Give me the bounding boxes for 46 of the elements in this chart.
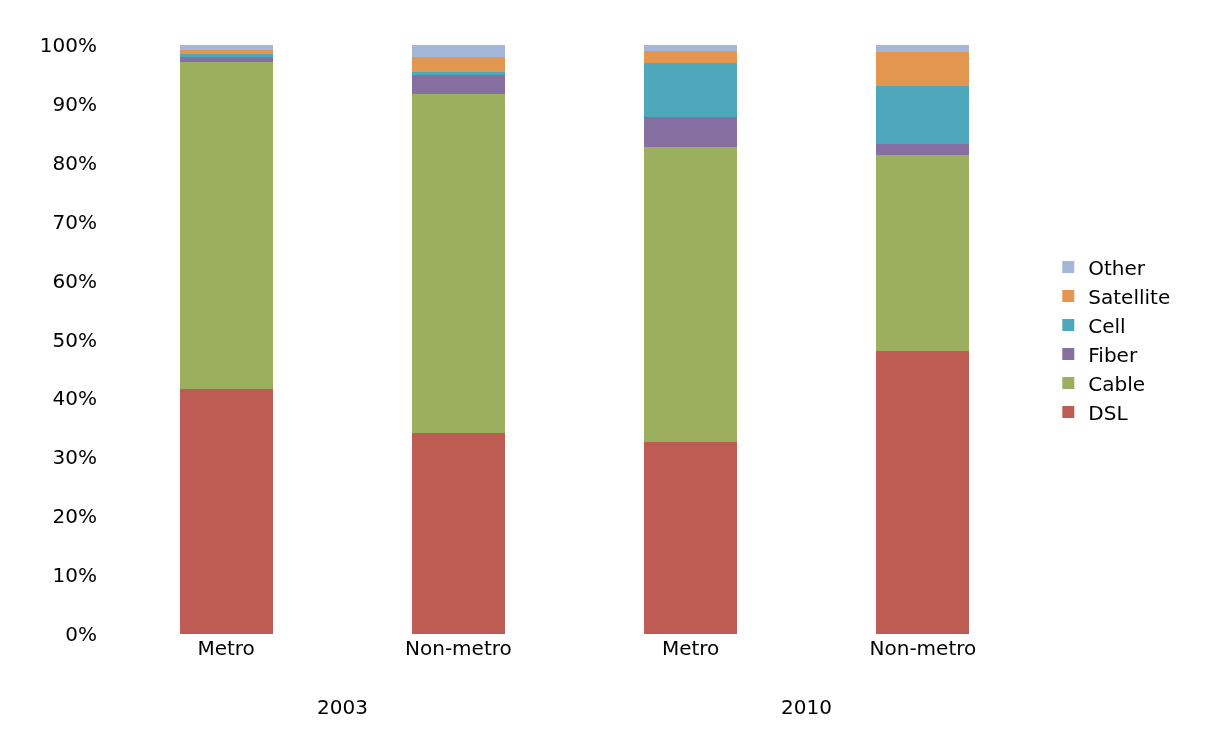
legend-label: DSL — [1088, 400, 1129, 425]
bar — [876, 52, 970, 86]
y-tick-label: 90% — [52, 91, 97, 116]
legend-label: Cable — [1088, 371, 1146, 396]
y-tick-label: 50% — [52, 327, 97, 352]
bar — [179, 45, 273, 50]
bar — [644, 147, 738, 442]
bar — [411, 45, 505, 58]
bar — [876, 85, 970, 144]
bar — [411, 57, 505, 73]
x-tick-label: Metro — [197, 636, 255, 660]
y-tick-label: 20% — [52, 504, 97, 529]
bar — [876, 143, 970, 156]
bar — [179, 388, 273, 634]
legend-label: Other — [1088, 255, 1146, 280]
bar — [179, 62, 273, 389]
y-tick-label: 30% — [52, 445, 97, 470]
bar — [179, 57, 273, 63]
bar — [644, 50, 738, 64]
y-tick-label: 100% — [39, 33, 97, 57]
y-tick-label: 70% — [52, 209, 97, 234]
y-tick-label: 80% — [52, 150, 97, 175]
bar — [644, 441, 738, 634]
legend-label: Fiber — [1088, 342, 1138, 367]
bar — [644, 63, 738, 117]
legend-label: Satellite — [1088, 284, 1171, 309]
y-tick-label: 60% — [52, 268, 97, 293]
x-tick-label: Non-metro — [869, 636, 977, 660]
x-tick-label: Metro — [661, 636, 720, 660]
bar — [411, 433, 505, 634]
text: 2003 — [317, 695, 368, 719]
bar — [876, 351, 970, 634]
bar — [876, 155, 970, 352]
bar — [876, 45, 970, 53]
y-tick-label: 40% — [52, 386, 97, 411]
bar — [411, 75, 505, 94]
y-tick-label: 0% — [65, 622, 97, 646]
bar — [179, 49, 273, 54]
legend-label: Cell — [1088, 313, 1126, 338]
bar — [411, 93, 505, 434]
x-tick-label: Non-metro — [405, 636, 512, 660]
bar — [644, 45, 738, 51]
bar — [644, 116, 738, 148]
text: 2010 — [781, 695, 832, 719]
bar — [411, 72, 505, 76]
y-tick-label: 10% — [52, 563, 97, 588]
